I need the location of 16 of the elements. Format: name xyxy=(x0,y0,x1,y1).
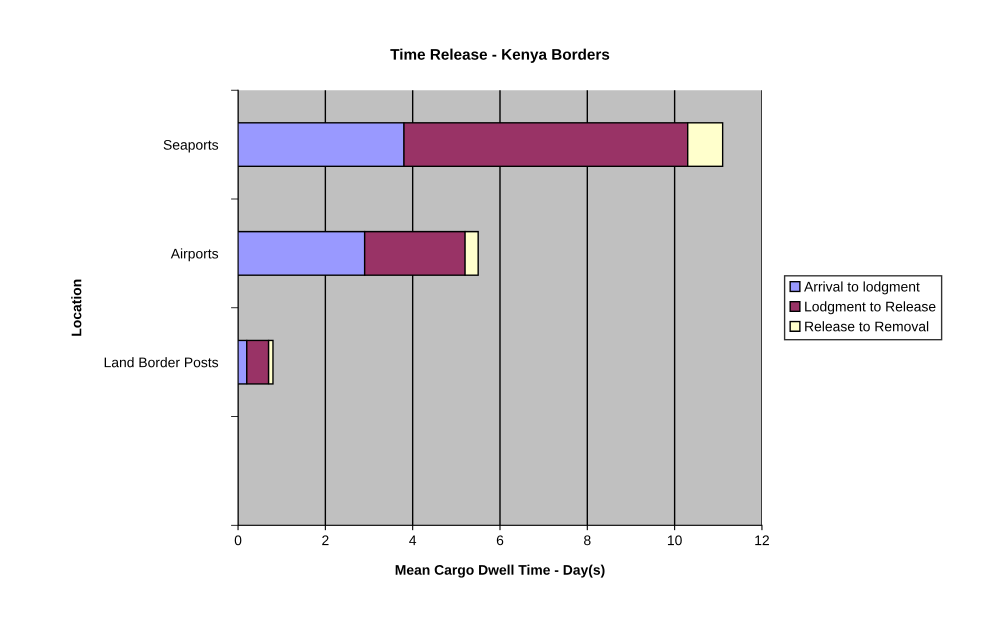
chart-title: Time Release - Kenya Borders xyxy=(390,48,610,63)
legend-label: Release to Removal xyxy=(805,321,928,332)
y-tick-label: Airports xyxy=(170,248,218,262)
x-tick-label: 0 xyxy=(234,535,242,546)
x-tick-label: 4 xyxy=(409,536,416,546)
y-axis-title: Location xyxy=(71,280,82,336)
legend-label: Lodgment to Release xyxy=(805,301,936,314)
y-tick-label: Land Border Posts xyxy=(104,357,218,368)
x-tick-label: 6 xyxy=(496,535,504,546)
x-tick-label: 2 xyxy=(322,535,329,546)
y-tick-label: Seaports xyxy=(164,140,218,153)
legend-label: Arrival to lodgment xyxy=(804,281,920,294)
x-tick-label: 8 xyxy=(584,535,591,546)
x-tick-label: 12 xyxy=(755,535,769,546)
x-axis-title: Mean Cargo Dwell Time - Day(s) xyxy=(396,564,605,578)
x-tick-label: 10 xyxy=(668,535,682,546)
